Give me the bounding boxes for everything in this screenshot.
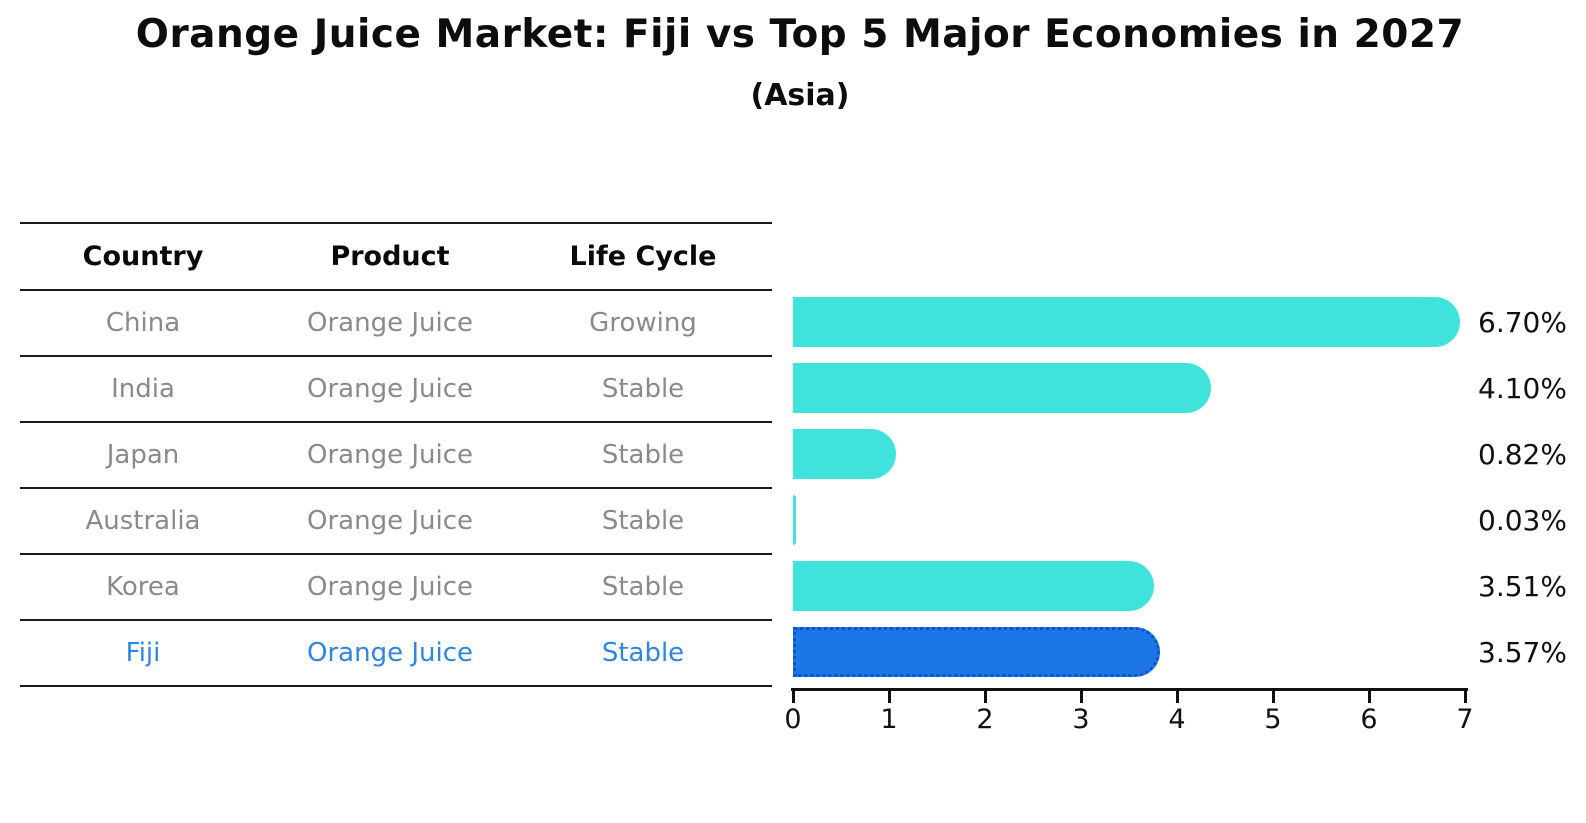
cell-life-cycle: Stable [601,374,685,404]
cell-life-cycle: Growing [589,308,697,338]
chart-title: Orange Juice Market: Fiji vs Top 5 Major… [135,12,1465,57]
table-row: India Orange Juice Stable [20,357,772,423]
bar [793,495,796,545]
cell-product: Orange Juice [307,374,473,404]
cell-product: Orange Juice [307,638,473,668]
table-header-row: Country Product Life Cycle [20,224,772,291]
cell-product: Orange Juice [307,308,473,338]
bar [793,429,896,479]
bar [793,363,1211,413]
cell-product: Orange Juice [307,440,473,470]
column-header-country: Country [82,241,204,272]
country-table: Country Product Life Cycle China Orange … [20,222,772,687]
bar-row [793,487,1493,553]
x-tick-mark [1463,691,1467,703]
x-tick-label: 2 [976,704,994,735]
cell-country: Fiji [125,638,161,668]
x-tick-label: 4 [1168,704,1186,735]
x-tick-label: 6 [1360,704,1378,735]
column-header-life-cycle: Life Cycle [569,241,717,272]
x-tick-mark [791,691,795,703]
value-label: 3.57% [1478,635,1567,669]
cell-product: Orange Juice [307,506,473,536]
value-label: 4.10% [1478,371,1567,405]
cell-country: Japan [106,440,180,470]
value-label: 0.03% [1478,503,1567,537]
x-tick-label: 7 [1456,704,1474,735]
value-label: 6.70% [1478,305,1567,339]
x-axis: 0 1 2 3 4 5 6 7 [784,688,1493,748]
bar-row [793,553,1493,619]
x-tick-mark [1079,691,1083,703]
value-label: 0.82% [1478,437,1567,471]
x-tick-mark [983,691,987,703]
cell-life-cycle: Stable [601,506,685,536]
table-row: Korea Orange Juice Stable [20,555,772,621]
table-row: China Orange Juice Growing [20,291,772,357]
value-label: 3.51% [1478,569,1567,603]
bar-plot-area [793,289,1493,685]
cell-life-cycle: Stable [601,638,685,668]
table-row: Japan Orange Juice Stable [20,423,772,489]
cell-country: China [105,308,181,338]
cell-life-cycle: Stable [601,572,685,602]
chart-subtitle: (Asia) [750,78,850,113]
x-tick-mark [887,691,891,703]
x-tick-mark [1367,691,1371,703]
cell-country: Korea [106,572,180,602]
x-tick-label: 3 [1072,704,1090,735]
bar-row [793,289,1493,355]
table-row: Australia Orange Juice Stable [20,489,772,555]
table-row-highlighted: Fiji Orange Juice Stable [20,621,772,687]
bar-row [793,421,1493,487]
x-tick-mark [1271,691,1275,703]
bar [793,561,1154,611]
x-axis-line [791,688,1468,691]
value-labels: 6.70% 4.10% 0.82% 0.03% 3.51% 3.57% [1478,289,1567,685]
bar-row [793,619,1493,685]
cell-product: Orange Juice [307,572,473,602]
cell-life-cycle: Stable [601,440,685,470]
x-tick-label: 1 [880,704,898,735]
column-header-product: Product [330,241,450,272]
bar-row [793,355,1493,421]
cell-country: India [111,374,175,404]
x-tick-mark [1175,691,1179,703]
cell-country: Australia [85,506,201,536]
x-tick-label: 0 [784,704,802,735]
bar [793,297,1461,347]
bar-highlighted [793,627,1160,677]
x-tick-label: 5 [1264,704,1282,735]
